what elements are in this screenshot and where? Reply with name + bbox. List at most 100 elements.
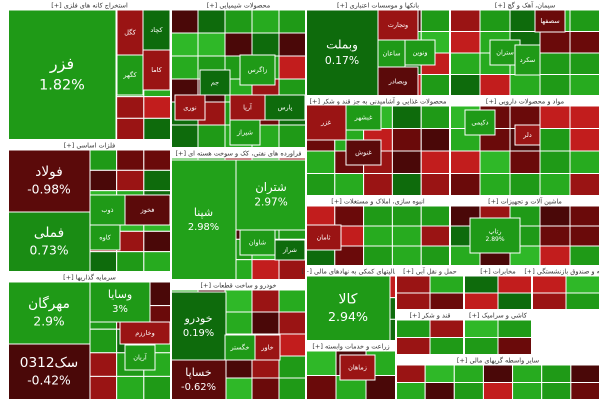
sector: محصولات شیمیایی [+] زاگرس پارس شیراز آریا جم ن…: [170, 0, 307, 149]
stock-name: نوری: [183, 104, 197, 112]
stock-tile: [391, 150, 422, 174]
stock-tile: [7, 149, 91, 213]
sector-title: ماشین آلات و تجهیزات [+]: [488, 197, 562, 206]
stock-tile: [116, 96, 145, 119]
stock-tile: [345, 139, 382, 166]
stock-name: دکیمی: [471, 119, 488, 127]
stock-name: غنوش: [355, 149, 372, 157]
stock-tile: [89, 328, 118, 354]
stock-name: کچاد: [150, 26, 163, 34]
stock-name: فخوز: [140, 206, 155, 214]
stock-tile: [278, 55, 307, 80]
stock-name: شاوان: [249, 239, 266, 247]
stock-tile: [539, 52, 571, 75]
stock-tile: [116, 375, 145, 400]
stock-tile: [251, 311, 280, 335]
stock-name: شتران: [255, 180, 287, 195]
sector-title: انبوه سازی، املاک و مستغلات [+]: [331, 198, 425, 206]
stock-tile: [514, 44, 541, 76]
stock-tile: [224, 289, 253, 313]
stock-tile: [463, 275, 499, 294]
stock-tile: [251, 377, 280, 400]
stock-name: فزر: [49, 54, 74, 74]
stock-name: وبملت: [326, 38, 358, 53]
sector-title: بانکها و موسسات اعتباری [+]: [337, 2, 419, 10]
stock-tile: [170, 359, 227, 400]
stock-tile: [509, 173, 541, 197]
stock-name: سصفها: [540, 17, 559, 25]
stock-tile: [116, 9, 144, 56]
sector-title: سرمایه گذاریها [+]: [63, 274, 116, 282]
stock-tile: [569, 105, 600, 129]
sector-title: مواد و محصولات دارویی [+]: [486, 98, 564, 106]
stock-tile: [170, 32, 199, 57]
stock-tile: [391, 128, 422, 152]
stock-tile: [7, 9, 117, 141]
stock-tile: [116, 169, 145, 192]
stock-name: شپنا: [194, 206, 213, 219]
stock-tile: [539, 74, 571, 97]
stock-change: 2.9%: [33, 314, 64, 328]
stock-name: جم: [211, 79, 219, 87]
stock-name: شیراز: [236, 129, 253, 137]
sector: فعالیتهای کمکی به نهادهای مالی [+] کالا 2.…: [301, 265, 401, 342]
stock-tile: [89, 224, 121, 251]
stock-name: کگل: [124, 29, 137, 37]
stock-tile: [569, 150, 600, 174]
stock-tile: [539, 245, 571, 267]
sector-border: [395, 354, 600, 400]
stock-name: وسایا: [108, 288, 132, 301]
sector-title: استخراج کانه های فلزی [+]: [51, 2, 128, 10]
stock-change: 2.94%: [328, 309, 368, 324]
stock-tile: [7, 281, 91, 345]
stock-name: خاور: [260, 344, 273, 352]
stock-tile: [377, 9, 419, 41]
stock-tile: [334, 205, 365, 227]
stock-name: فملی: [34, 225, 64, 241]
stock-tile: [391, 245, 422, 267]
stock-name: وتجارت: [388, 21, 408, 29]
stock-tile: [143, 96, 172, 119]
stock-name: آریان: [133, 353, 148, 362]
stock-tile: [509, 74, 541, 97]
stock-tile: [570, 364, 600, 383]
sector-title: فعالیتهای کمکی به نهادهای مالی [+]: [301, 268, 400, 276]
stock-tile: [463, 292, 499, 311]
stock-tile: [512, 382, 543, 400]
sector-title: خودرو و ساخت قطعات [+]: [201, 282, 277, 290]
stock-tile: [124, 194, 171, 226]
stock-tile: [278, 377, 307, 400]
sector: سیمان، آهک و گچ [+] سصفها ستران سکرد: [449, 0, 600, 97]
stock-tile: [429, 292, 465, 311]
stock-tile: [174, 94, 206, 121]
stock-tile: [539, 173, 571, 197]
stock-tile: [391, 205, 422, 227]
stock-tile: [235, 159, 307, 231]
stock-change: 0.19%: [183, 328, 214, 339]
stock-tile: [229, 94, 266, 121]
stock-tile: [142, 49, 171, 91]
stock-tile: [89, 375, 118, 400]
sector-title: سیمان، آهک و گچ [+]: [495, 1, 555, 10]
sector-title: محصولات شیمیایی [+]: [207, 2, 270, 10]
stock-tile: [143, 169, 172, 192]
stock-tile: [305, 375, 337, 400]
stock-name: زماهان: [348, 364, 367, 372]
stock-change: 3%: [112, 304, 128, 315]
stock-tile: [224, 377, 253, 400]
stock-tile: [197, 124, 226, 149]
stock-tile: [124, 344, 156, 371]
stock-name: سک0312: [20, 355, 78, 371]
stock-tile: [539, 150, 571, 174]
stock-tile: [539, 105, 571, 129]
sector-title: مخابرات [+]: [480, 268, 516, 276]
stock-tile: [251, 32, 280, 57]
sector-title: قند و شکر [+]: [410, 312, 451, 320]
sector: فراورده های نفتی، کک و سوخت هسته ای [+] ش…: [170, 147, 307, 281]
sector: بیمه و صندوق بازنشستگی [+]: [524, 265, 600, 311]
stock-tile: [395, 364, 426, 383]
sector-title: محصولات غذایی و آشامیدنی به جز قند و شکر…: [309, 97, 446, 106]
stock-name: کاوه: [99, 234, 112, 242]
stock-tile: [449, 150, 481, 174]
